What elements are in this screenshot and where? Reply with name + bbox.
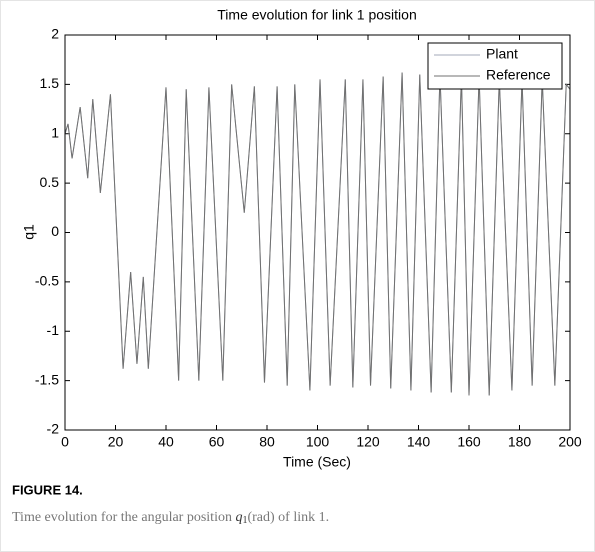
- y-tick-label: -0.5: [35, 273, 59, 289]
- legend-label: Plant: [486, 46, 518, 62]
- x-tick-label: 160: [457, 434, 481, 450]
- y-tick-label: 1: [51, 124, 59, 140]
- plot-area: [65, 35, 570, 430]
- x-tick-label: 200: [558, 434, 582, 450]
- legend-label: Reference: [486, 67, 551, 83]
- caption-symbol: q: [235, 510, 242, 525]
- y-tick-label: 1.5: [40, 75, 60, 91]
- figure-label: FIGURE 14.: [12, 482, 83, 497]
- caption-subscript: 1: [242, 515, 247, 526]
- plot-frame: [64, 34, 571, 431]
- x-tick-label: 20: [108, 434, 124, 450]
- y-tick-label: 2: [51, 26, 59, 42]
- x-tick-label: 80: [259, 434, 275, 450]
- y-tick-label: -2: [47, 421, 60, 437]
- x-tick-label: 40: [158, 434, 174, 450]
- x-tick-label: 0: [61, 434, 69, 450]
- y-tick-label: -1: [47, 322, 60, 338]
- legend-box: [427, 42, 563, 90]
- x-tick-label: 100: [306, 434, 330, 450]
- chart-title: Time evolution for link 1 position: [217, 7, 416, 23]
- y-tick-label: 0.5: [40, 174, 60, 190]
- caption-start: Time evolution for the angular position: [12, 510, 232, 525]
- x-tick-label: 60: [209, 434, 225, 450]
- caption-end: (rad) of link 1.: [247, 510, 329, 525]
- y-tick-label: -1.5: [35, 371, 59, 387]
- figure-caption: Time evolution for the angular position …: [12, 510, 329, 526]
- x-tick-label: 180: [508, 434, 532, 450]
- x-tick-label: 140: [407, 434, 431, 450]
- y-tick-label: 0: [51, 223, 59, 239]
- x-axis-label: Time (Sec): [283, 454, 351, 470]
- y-axis-label: q1: [21, 224, 37, 240]
- series-line: [64, 72, 571, 396]
- x-tick-label: 120: [356, 434, 380, 450]
